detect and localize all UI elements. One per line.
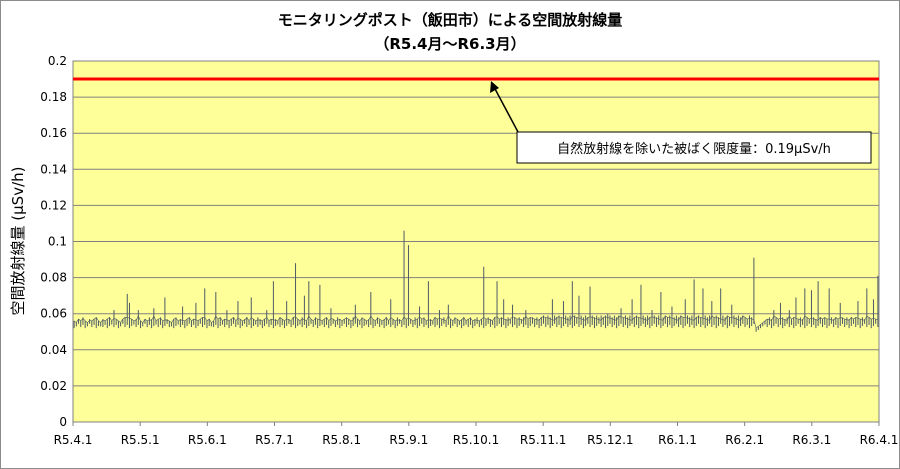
x-tick-label: R5.8.1 (322, 433, 361, 447)
x-tick-label: R5.12.1 (587, 433, 634, 447)
chart-title: モニタリングポスト（飯田市）による空間放射線量 (278, 11, 623, 29)
annotation-arrowhead (490, 81, 499, 93)
series-line (73, 315, 878, 329)
x-tick-label: R6.1.1 (658, 433, 697, 447)
y-tick-label: 0.2 (48, 54, 67, 68)
y-tick-label: 0.02 (40, 379, 67, 393)
x-tick-label: R5.5.1 (121, 433, 160, 447)
y-tick-label: 0.06 (40, 307, 67, 321)
y-tick-label: 0.14 (40, 162, 67, 176)
x-tick-label: R6.3.1 (792, 433, 831, 447)
y-tick-label: 0.04 (40, 343, 67, 357)
y-axis-label: 空間放射線量 (μSv/h) (9, 167, 27, 316)
x-axis-ticks: R5.4.1 R5.5.1 R5.6.1 R5.7.1 R5.8.1 R5.9.1 R5.1… (54, 422, 899, 447)
x-tick-label: R5.11.1 (520, 433, 567, 447)
y-tick-label: 0.16 (40, 126, 67, 140)
y-tick-label: 0.1 (48, 235, 67, 249)
x-tick-label: R5.7.1 (255, 433, 294, 447)
y-axis-ticks: 0 0.02 0.04 0.06 0.08 0.1 0.12 0.14 0.16 0.18 0.2 (40, 54, 67, 429)
series-1 (73, 230, 879, 332)
annotation-text: 自然放射線を除いた被ばく限度量：0.19μSv/h (557, 141, 831, 157)
y-tick-label: 0 (59, 415, 67, 429)
x-tick-label: R5.9.1 (389, 433, 428, 447)
annotation-box (516, 131, 872, 164)
x-tick-label: R5.10.1 (453, 433, 500, 447)
y-tick-label: 0.08 (40, 271, 67, 285)
chart-subtitle: （R5.4月～R6.3月） (374, 35, 525, 53)
x-tick-label: R5.6.1 (188, 433, 227, 447)
y-tick-label: 0.18 (40, 90, 67, 104)
x-tick-label: R5.4.1 (54, 433, 93, 447)
y-tick-label: 0.12 (40, 198, 67, 212)
x-tick-label: R6.4.1 (860, 433, 899, 447)
x-tick-label: R6.2.1 (725, 433, 764, 447)
annotation-arrow (493, 86, 519, 133)
